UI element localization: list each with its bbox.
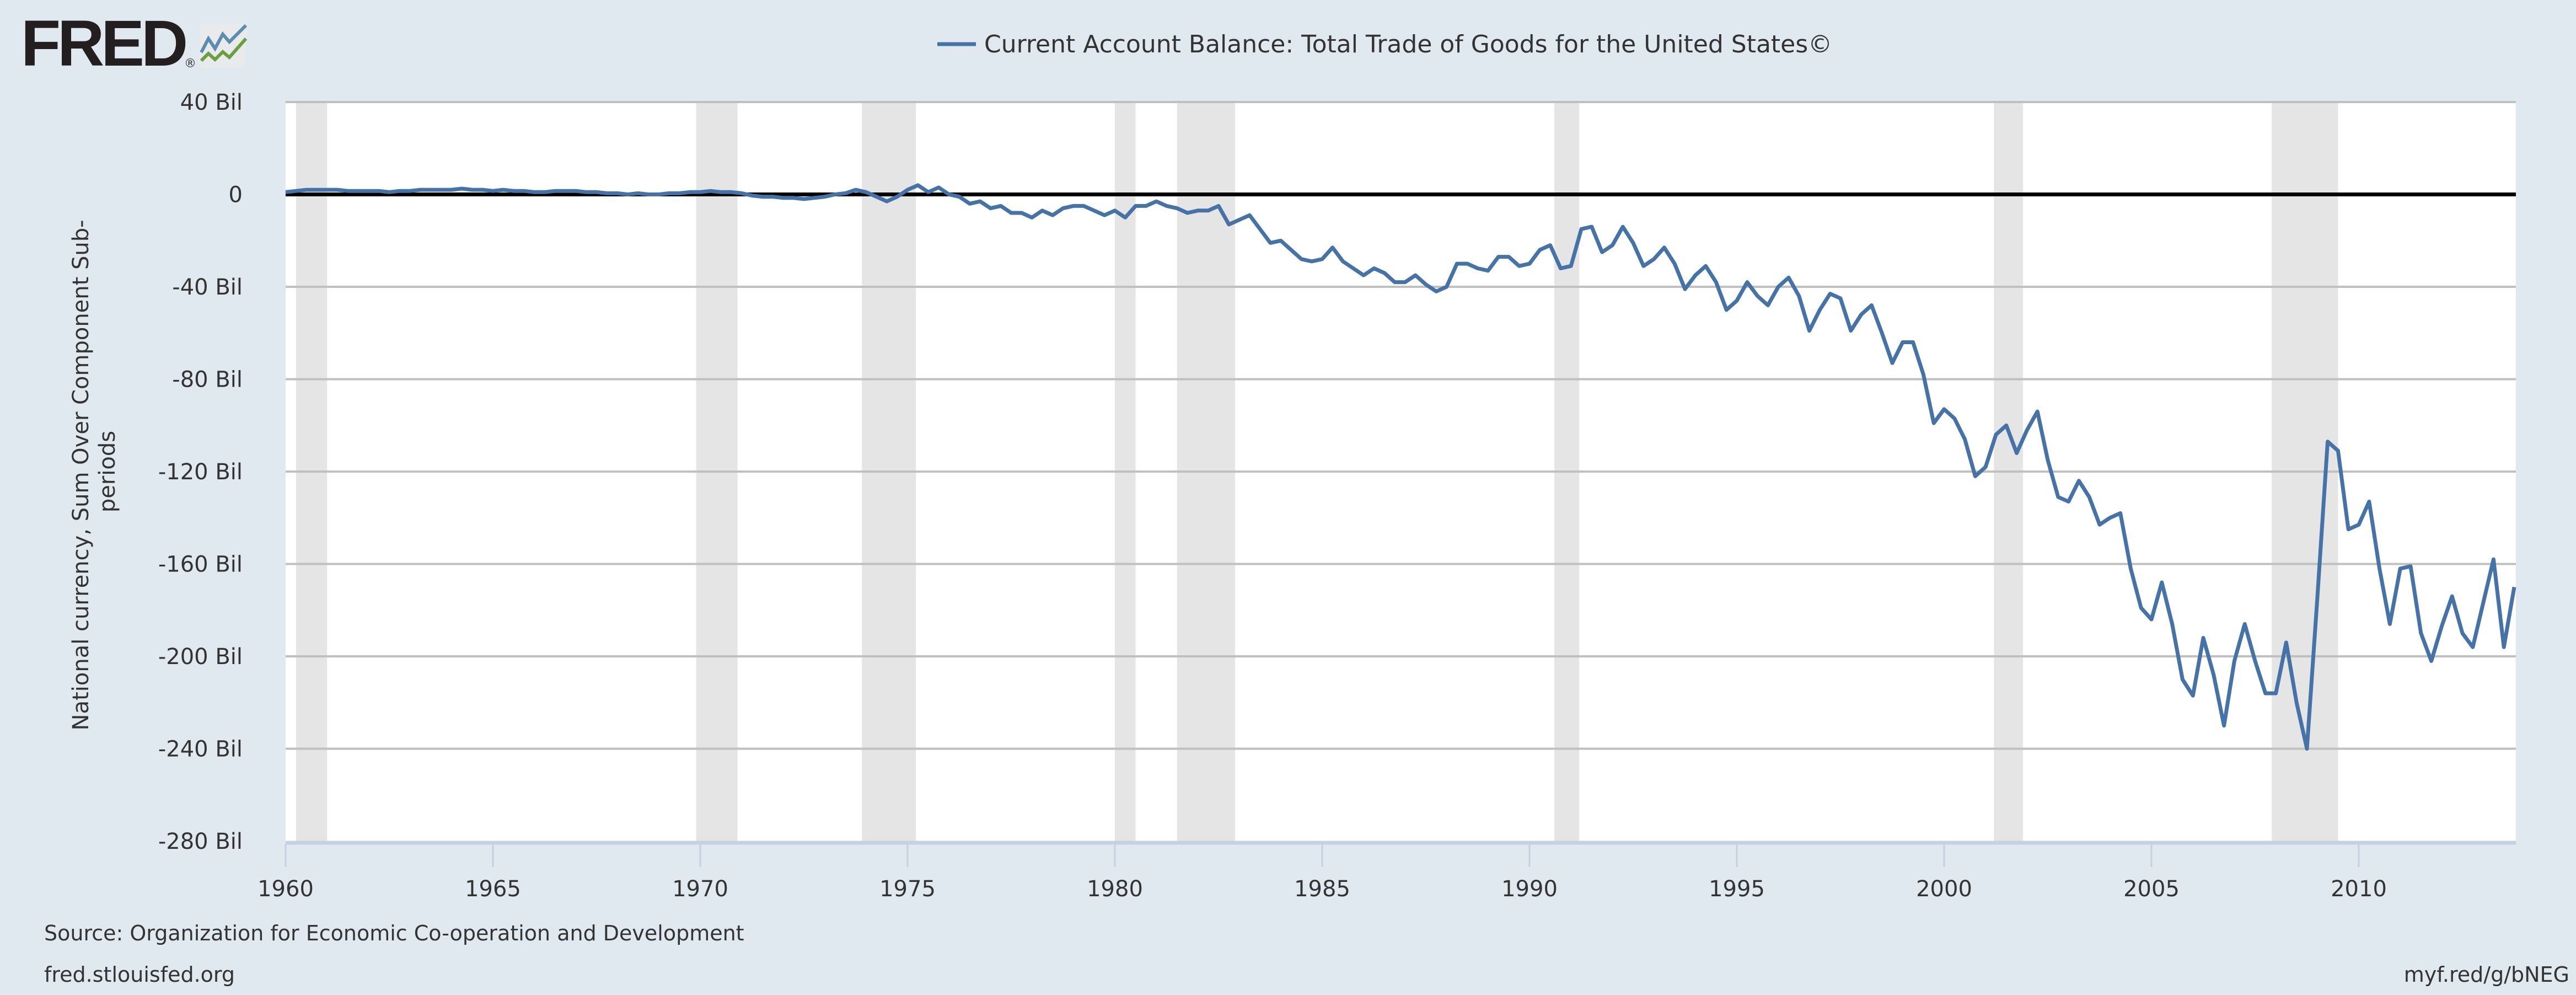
- y-tick-label: -280 Bil: [158, 829, 243, 854]
- fred-logo[interactable]: FRED ®: [21, 7, 248, 80]
- y-tick-label: 40 Bil: [180, 90, 243, 115]
- x-tick-label: 1980: [1087, 876, 1143, 902]
- gridlines: [286, 286, 2516, 750]
- x-tick-label: 2010: [2331, 876, 2387, 902]
- y-axis-label-line-1: National currency, Sum Over Component Su…: [68, 220, 94, 730]
- y-tick-label: -80 Bil: [172, 367, 243, 393]
- registered-mark: ®: [184, 57, 196, 71]
- source-text: Source: Organization for Economic Co-ope…: [44, 921, 744, 945]
- short-url-link[interactable]: myf.red/g/bNEG: [2404, 962, 2569, 987]
- y-tick-label: 0: [229, 183, 243, 208]
- x-tick-label: 1960: [257, 876, 314, 902]
- legend: Current Account Balance: Total Trade of …: [937, 30, 1832, 58]
- x-tick-label: 1965: [465, 876, 521, 902]
- y-tick-label: -200 Bil: [158, 644, 243, 670]
- site-link[interactable]: fred.stlouisfed.org: [44, 962, 235, 987]
- y-axis-ticks: 40 Bil 0 -40 Bil -80 Bil -120 Bil -160 Bil -20…: [158, 90, 243, 854]
- y-axis-label-line-2: periods: [95, 431, 120, 512]
- x-tick-label: 1990: [1501, 876, 1558, 902]
- y-tick-label: -40 Bil: [172, 275, 243, 300]
- x-tick-label: 2005: [2123, 876, 2180, 902]
- y-tick-label: -240 Bil: [158, 737, 243, 762]
- x-tick-label: 1975: [879, 876, 936, 902]
- x-tick-label: 1995: [1709, 876, 1765, 902]
- chart-title: Current Account Balance: Total Trade of …: [984, 30, 1832, 58]
- x-tick-label: 1985: [1294, 876, 1350, 902]
- y-tick-label: -120 Bil: [158, 459, 243, 485]
- x-tick-label: 2000: [1916, 876, 1972, 902]
- x-axis-ticks: 1960 1965 1970 1975 1980 1985 1990 1995 2000 2005…: [257, 844, 2387, 902]
- y-tick-label: -160 Bil: [158, 552, 243, 577]
- x-tick-label: 1970: [672, 876, 728, 902]
- series-line: [285, 183, 2516, 751]
- y-axis-label: National currency, Sum Over Component Su…: [68, 213, 120, 731]
- fred-logo-text: FRED: [21, 7, 186, 80]
